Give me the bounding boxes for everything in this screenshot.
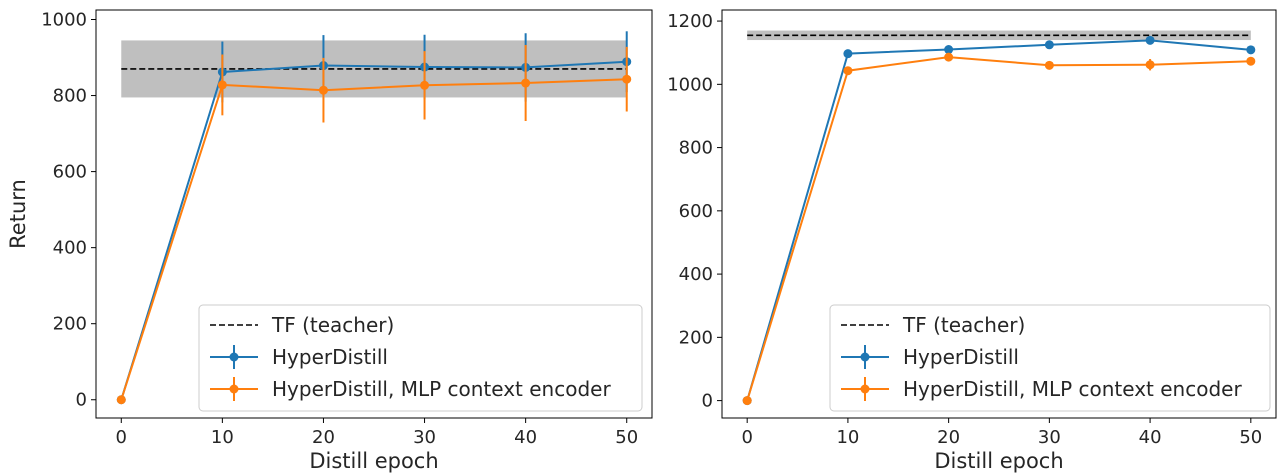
x-axis-label: Distill epoch bbox=[309, 449, 438, 473]
y-tick-label: 0 bbox=[76, 390, 87, 411]
data-point bbox=[116, 395, 126, 405]
y-tick-label: 400 bbox=[679, 264, 713, 285]
data-point bbox=[1145, 60, 1155, 70]
data-point bbox=[318, 85, 328, 95]
legend-swatch-marker bbox=[229, 384, 239, 394]
x-tick-label: 40 bbox=[1139, 427, 1162, 448]
chart-panel-2: 0 10 20 30 40 50 0 200 400 600 800 1000 1200 Distill … bbox=[667, 9, 1277, 473]
x-tick-label: 20 bbox=[937, 427, 960, 448]
data-point bbox=[742, 396, 752, 406]
legend-swatch-marker bbox=[860, 384, 870, 394]
legend-label: TF (teacher) bbox=[902, 313, 1025, 337]
y-tick-label: 600 bbox=[679, 201, 713, 222]
series-line bbox=[120, 78, 627, 401]
y-tick-label: 600 bbox=[53, 162, 87, 183]
plot-frame bbox=[95, 9, 653, 419]
legend-label: HyperDistill bbox=[272, 345, 388, 369]
data-point bbox=[1044, 60, 1054, 70]
x-tick-label: 10 bbox=[836, 427, 859, 448]
x-tick-label: 20 bbox=[312, 427, 335, 448]
series-line bbox=[746, 39, 1251, 401]
series-hyperdistill-mlp bbox=[742, 52, 1256, 406]
legend-label: HyperDistill bbox=[903, 345, 1019, 369]
legend: TF (teacher) HyperDistill HyperDistill, ML… bbox=[198, 304, 643, 412]
data-point bbox=[1044, 40, 1054, 50]
x-tick-label: 10 bbox=[211, 427, 234, 448]
teacher-band bbox=[747, 30, 1251, 41]
legend-label: HyperDistill, MLP context encoder bbox=[272, 377, 611, 401]
y-tick-label: 800 bbox=[53, 86, 87, 107]
legend: TF (teacher) HyperDistill HyperDistill, ML… bbox=[829, 304, 1271, 412]
x-tick-label: 30 bbox=[413, 427, 436, 448]
plot-frame bbox=[721, 9, 1277, 419]
data-point bbox=[1246, 45, 1256, 55]
chart-panel-1: 0 10 20 30 40 50 0 200 400 600 800 1000 Distill epoc… bbox=[6, 9, 653, 473]
data-point bbox=[944, 52, 954, 62]
y-axis-label: Return bbox=[6, 179, 30, 249]
series-hyperdistill-mlp bbox=[116, 44, 632, 405]
y-tick-label: 1200 bbox=[667, 11, 713, 32]
y-tick-label: 200 bbox=[53, 314, 87, 335]
y-tick-label: 0 bbox=[702, 391, 713, 412]
data-point bbox=[843, 66, 853, 76]
data-point bbox=[1145, 35, 1155, 45]
x-tick-label: 30 bbox=[1038, 427, 1061, 448]
y-tick-label: 1000 bbox=[41, 10, 87, 31]
data-point bbox=[843, 49, 853, 59]
y-tick-label: 1000 bbox=[667, 74, 713, 95]
legend-box bbox=[198, 304, 643, 412]
y-tick-label: 200 bbox=[679, 327, 713, 348]
x-tick-label: 40 bbox=[514, 427, 537, 448]
legend-swatch-marker bbox=[860, 352, 870, 362]
x-tick-label: 50 bbox=[1239, 427, 1262, 448]
x-tick-label: 50 bbox=[615, 427, 638, 448]
legend-label: TF (teacher) bbox=[271, 313, 394, 337]
data-point bbox=[521, 78, 531, 88]
series-line bbox=[746, 56, 1251, 401]
legend-label: HyperDistill, MLP context encoder bbox=[903, 377, 1242, 401]
x-axis-label: Distill epoch bbox=[934, 449, 1063, 473]
x-tick-label: 0 bbox=[116, 427, 127, 448]
y-tick-label: 800 bbox=[679, 138, 713, 159]
series-line bbox=[120, 60, 627, 400]
data-point bbox=[944, 45, 954, 55]
data-point bbox=[217, 80, 227, 90]
data-point bbox=[622, 74, 632, 84]
data-point bbox=[420, 80, 430, 90]
data-point bbox=[1246, 56, 1256, 66]
y-tick-label: 400 bbox=[53, 238, 87, 259]
x-tick-label: 0 bbox=[741, 427, 752, 448]
legend-swatch-marker bbox=[229, 352, 239, 362]
legend-box bbox=[829, 304, 1271, 412]
